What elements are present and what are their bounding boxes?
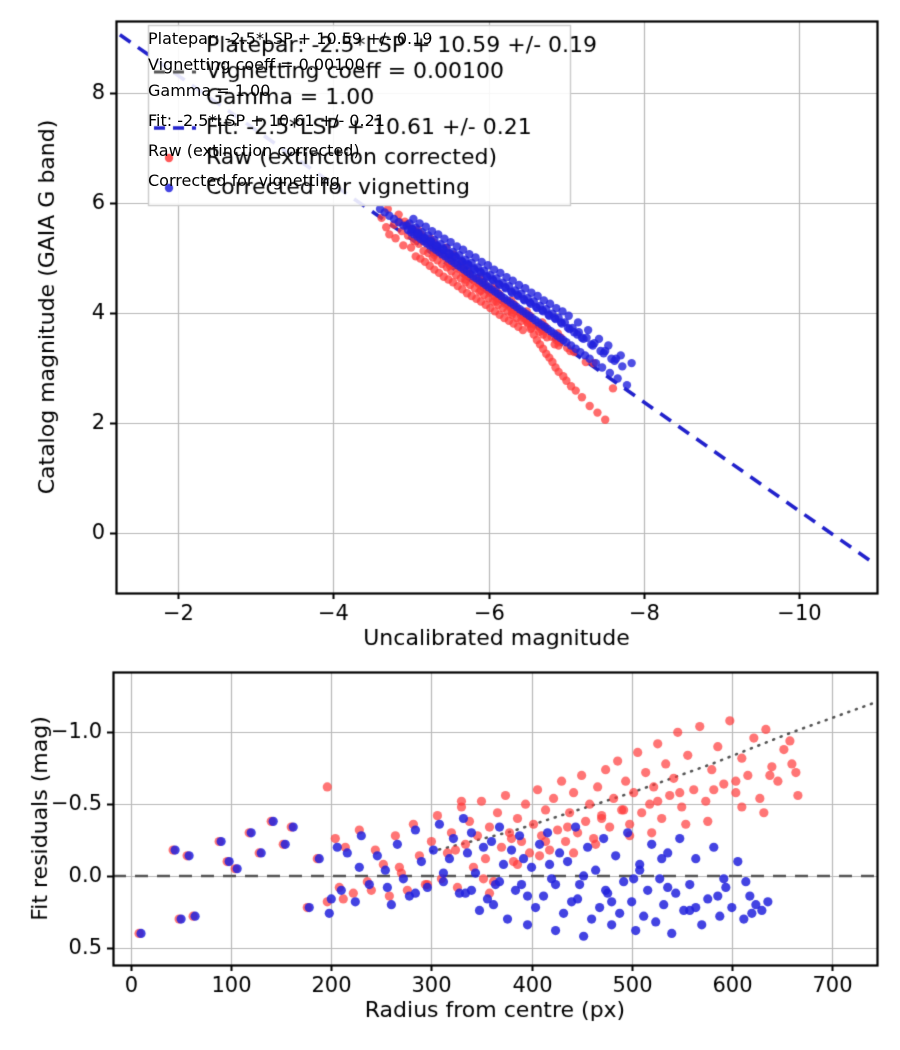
legend-label-vignetting-coeff: Vignetting coeff = 0.00100 bbox=[148, 55, 365, 74]
legend-entry-gamma: Gamma = 1.00 bbox=[148, 81, 270, 107]
legend-label-corrected: Corrected for vignetting bbox=[148, 171, 340, 190]
legend-label-platepar: Platepar: -2.5*LSP + 10.59 +/- 0.19 bbox=[148, 29, 433, 48]
legend-label-gamma: Gamma = 1.00 bbox=[148, 81, 271, 100]
legend-entry-raw: Raw (extinction corrected) bbox=[148, 141, 360, 167]
legend: Platepar: -2.5*LSP + 10.59 +/- 0.19 Vign… bbox=[148, 25, 570, 205]
legend-entry-platepar: Platepar: -2.5*LSP + 10.59 +/- 0.19 bbox=[148, 29, 432, 55]
legend-entry-fit: Fit: -2.5*LSP + 10.61 +/- 0.21 bbox=[148, 111, 385, 137]
legend-entry-vignetting-coeff: Vignetting coeff = 0.00100 bbox=[148, 55, 365, 81]
legend-label-fit: Fit: -2.5*LSP + 10.61 +/- 0.21 bbox=[148, 111, 385, 130]
legend-entry-corrected: Corrected for vignetting bbox=[148, 171, 340, 197]
legend-label-raw: Raw (extinction corrected) bbox=[148, 141, 360, 160]
